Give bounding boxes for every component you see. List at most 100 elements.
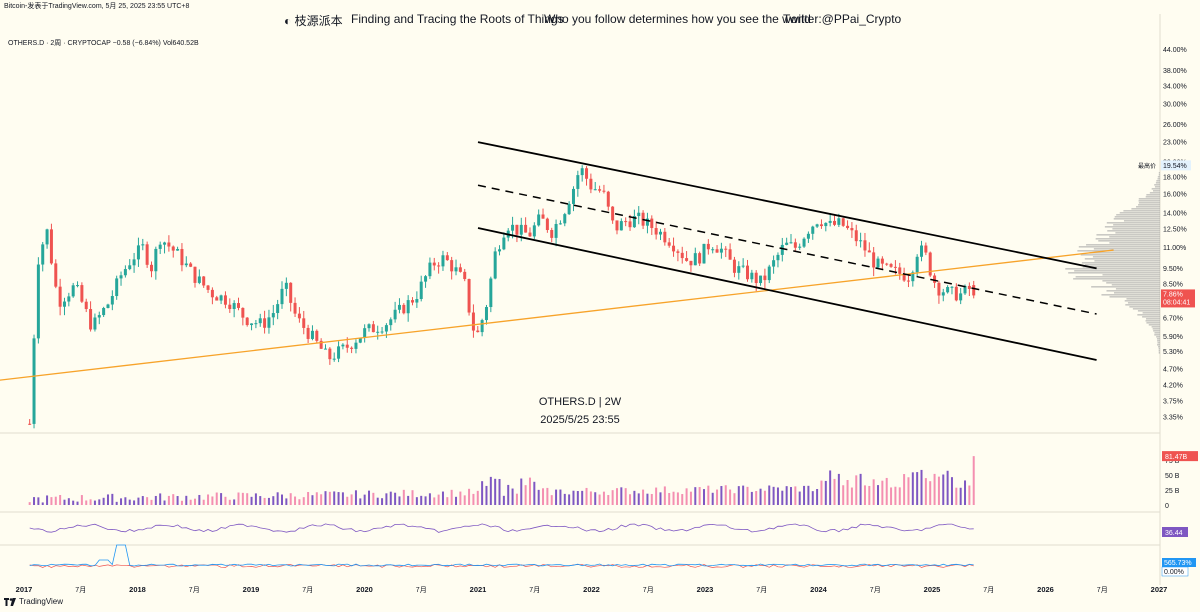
profile-bar [1098,240,1160,242]
candle-body [236,303,240,308]
candle-body [724,248,728,250]
candle-body [306,327,310,339]
rsi-pane: 36.44 [29,523,1188,537]
candle-body [54,263,58,287]
footer-brand[interactable]: TradingView [4,597,63,606]
volume-bar [568,494,571,505]
candle-body [393,309,397,320]
candle-body [928,252,932,276]
candle-body [380,331,384,333]
tradingview-logo-icon [4,597,16,606]
profile-bar [1084,264,1160,266]
candle-body [232,303,236,310]
profile-bar [1106,290,1160,292]
price-tick-label: 44.00% [1163,47,1187,54]
time-tick-label: 7月 [983,586,994,594]
candle-body [384,325,388,332]
volume-tick-label: 0 [1165,503,1169,510]
time-tick-label: 2026 [1037,585,1054,594]
source-line: Bitcoin-发表于TradingView.com, 5月 25, 2025 … [4,3,190,10]
banner-tagline-2: Who you follow determines how you see th… [544,12,811,26]
volume-bar [281,494,284,505]
candle-body [585,168,589,179]
candle-body [772,260,776,267]
candle-body [271,313,275,318]
candle-body [824,222,828,227]
candle-body [606,191,610,207]
volume-bar [811,491,814,505]
volume-bar [585,487,588,505]
candle-body [484,307,488,321]
volume-bar [89,499,92,505]
volume-bar [246,493,249,505]
volume-bar [733,493,736,505]
volume-bar [515,493,518,505]
price-tick-label: 4.20% [1163,382,1183,389]
oscillator-pane: 565.73% 0.00% [29,544,1196,577]
volume-bar [920,469,923,505]
time-tick-label: 2017 [16,585,33,594]
volume-bar [398,496,401,505]
candle-body [371,324,375,333]
profile-bar [1132,308,1160,310]
volume-bar [820,480,823,505]
volume-bar [890,487,893,505]
volume-bar [220,493,223,505]
profile-bar [1109,242,1160,244]
price-tick-label: 3.35% [1163,415,1183,422]
candle-body [184,263,188,266]
candle-body [863,240,867,251]
symbol-legend[interactable]: OTHERS.D · 2周 · CRYPTOCAP −0.58 (−6.84%)… [8,40,199,47]
volume-bar [372,492,375,505]
candle-body [32,338,36,424]
profile-bar [1107,230,1160,232]
candle-body [846,225,850,229]
candle-body [441,255,445,267]
volume-last-value: 81.47B [1165,454,1188,461]
candle-body [76,285,80,287]
volume-bar [955,487,958,505]
volume-bar [637,493,640,505]
volume-bar [294,496,297,505]
profile-bar [1157,178,1160,180]
time-tick-label: 7月 [643,586,654,594]
candle-body [850,228,854,231]
candle-body [102,307,106,316]
candle-body [480,320,484,333]
volume-bar [842,485,845,505]
profile-bar [1080,254,1160,256]
candle-body [171,246,175,251]
profile-bar [1145,196,1160,198]
volume-bar [120,498,123,505]
volume-bar [389,491,392,505]
candle-body [97,315,101,318]
volume-bar [798,491,801,505]
time-tick-label: 2020 [356,585,373,594]
profile-bar [1095,238,1160,240]
candle-body [741,265,745,267]
volume-bar [289,493,292,505]
profile-bar [1113,224,1160,226]
candle-body [476,330,480,333]
volume-bar [198,494,201,505]
volume-bar [28,502,31,505]
volume-bar [502,495,505,505]
candle-body [837,218,841,225]
volume-bar [833,478,836,505]
candle-body [45,229,49,245]
candle-body [619,221,623,231]
price-tick-label: 14.00% [1163,210,1187,217]
volume-bar [46,495,49,505]
volume-bar [781,490,784,505]
volume-bar [472,493,475,505]
time-tick-label: 7月 [416,586,427,594]
volume-bar [59,495,62,505]
candle-body [715,249,719,253]
profile-bar [1155,182,1160,184]
oscillator-zero-label: 0.00% [1164,569,1184,576]
channel-lower-line [477,227,1097,361]
volume-bar [411,490,414,505]
candle-body [563,214,567,224]
candle-body [193,266,197,283]
